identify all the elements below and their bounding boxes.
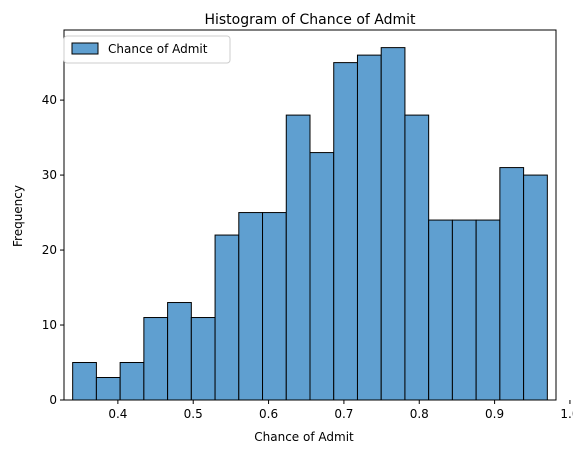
x-tick-label: 0.4: [108, 407, 127, 421]
histogram-bar: [451, 219, 477, 401]
x-tick-label: 0.9: [485, 407, 504, 421]
x-axis: 0.4 0.5 0.6 0.7 0.8 0.9 1.0: [108, 400, 573, 421]
legend-swatch: [71, 42, 99, 55]
histogram-bar: [404, 114, 430, 401]
y-tick-label: 0: [49, 393, 57, 407]
y-axis-label: Frequency: [11, 185, 25, 247]
histogram-bar: [119, 362, 145, 401]
histogram-bar: [309, 152, 335, 401]
histogram-bar: [190, 317, 216, 401]
y-tick-label: 10: [42, 318, 57, 332]
histogram-bar: [523, 174, 548, 401]
axes-frame: [63, 29, 557, 401]
bars-group: [72, 47, 548, 401]
y-tick-label: 40: [42, 93, 57, 107]
histogram-bar: [238, 212, 264, 401]
x-tick-label: 1.0: [560, 407, 573, 421]
histogram-bar: [356, 54, 382, 401]
legend-box: [63, 35, 231, 64]
plot-area: [63, 29, 557, 401]
histogram-bar: [285, 114, 311, 401]
x-axis-label: Chance of Admit: [254, 430, 354, 444]
histogram-bar: [499, 167, 525, 401]
legend-label: Chance of Admit: [108, 42, 208, 56]
x-tick-label: 0.8: [410, 407, 429, 421]
x-tick-label: 0.6: [259, 407, 278, 421]
y-axis: 0 10 20 30 40: [42, 93, 64, 407]
x-tick-label: 0.5: [184, 407, 203, 421]
histogram-bar: [475, 219, 501, 401]
histogram-bar: [380, 47, 406, 401]
x-tick-label: 0.7: [334, 407, 353, 421]
histogram-bar: [95, 377, 121, 401]
histogram-bar: [167, 302, 192, 401]
histogram-bar: [72, 362, 97, 401]
histogram-bar: [214, 234, 240, 401]
histogram-bar: [143, 317, 169, 401]
chart-title: Histogram of Chance of Admit: [204, 12, 416, 28]
histogram-bar: [333, 62, 358, 401]
legend: Chance of Admit: [63, 35, 231, 64]
y-tick-label: 30: [42, 168, 57, 182]
histogram-bar: [428, 219, 453, 401]
histogram-bar: [262, 212, 287, 401]
y-tick-label: 20: [42, 243, 57, 257]
